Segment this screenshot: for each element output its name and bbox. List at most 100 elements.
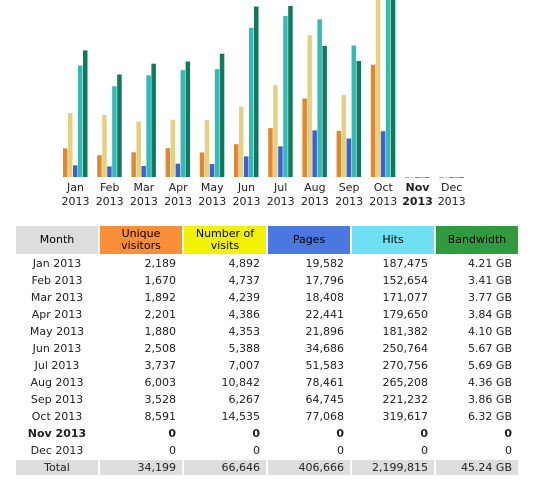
month-cell: May 2013 xyxy=(29,325,85,338)
bar xyxy=(415,177,420,178)
header-row: Month Unique visitors Number of visits Pag… xyxy=(16,226,518,254)
bar xyxy=(107,166,112,177)
bar xyxy=(185,61,191,177)
x-tick-label: 2013 xyxy=(267,195,295,208)
month-cell: Apr 2013 xyxy=(31,308,83,321)
bar xyxy=(312,130,317,177)
value-cell: 3.77 GB xyxy=(467,291,512,304)
x-tick-label: 2013 xyxy=(369,195,397,208)
bar xyxy=(380,131,386,177)
bar xyxy=(239,106,244,177)
x-tick-label: 2013 xyxy=(62,195,90,208)
data-table: Month Unique visitors Number of visits Pag… xyxy=(14,224,520,477)
bar xyxy=(390,0,396,177)
table-row: Aug 2013 6,003 10,842 78,461 265,208 4.36 GB xyxy=(16,375,518,390)
x-tick-label: Feb xyxy=(100,181,119,194)
value-cell: 3,528 xyxy=(144,393,177,406)
x-tick-label: Sep xyxy=(339,181,360,194)
value-cell: 181,382 xyxy=(382,325,429,338)
bar xyxy=(199,152,205,177)
bar xyxy=(420,177,425,178)
value-cell: 10,842 xyxy=(221,376,261,389)
value-cell: 4.21 GB xyxy=(467,257,512,270)
bar xyxy=(102,115,107,177)
value-cell: 265,208 xyxy=(382,376,429,389)
value-cell: 4.36 GB xyxy=(467,376,512,389)
bar xyxy=(341,95,347,177)
bar xyxy=(307,35,312,178)
value-cell: 3.86 GB xyxy=(467,393,512,406)
bar xyxy=(351,45,357,177)
bar xyxy=(117,74,122,177)
table-row: Jun 2013 2,508 5,388 34,686 250,764 5.67 GB xyxy=(16,341,518,356)
header-cell: Pages xyxy=(268,226,350,254)
value-cell: 5.69 GB xyxy=(467,359,512,372)
month-cell: Jul 2013 xyxy=(34,359,80,372)
bar xyxy=(244,156,249,177)
value-cell: 19,582 xyxy=(305,257,345,270)
value-cell: 4,892 xyxy=(228,257,261,270)
x-tick-label: Aug xyxy=(304,181,325,194)
x-tick-label: 2013 xyxy=(301,195,329,208)
bar xyxy=(254,6,259,178)
value-cell: 2,201 xyxy=(144,308,177,321)
value-cell: 250,764 xyxy=(382,342,429,355)
value-cell: 5,388 xyxy=(228,342,261,355)
bar xyxy=(444,177,449,178)
bar xyxy=(209,163,215,177)
value-cell: 1,670 xyxy=(144,274,177,287)
bar xyxy=(112,86,117,177)
value-cell: 179,650 xyxy=(382,308,429,321)
chart: Jan2013Feb2013Mar2013Apr2013May2013Jun20… xyxy=(62,0,466,208)
value-cell: 0 xyxy=(336,427,344,440)
table-row: Jul 2013 3,737 7,007 51,583 270,756 5.69 GB xyxy=(16,358,518,373)
value-cell: 270,756 xyxy=(382,359,429,372)
value-cell: 221,232 xyxy=(382,393,429,406)
total-cell: 34,199 xyxy=(100,460,182,475)
bar xyxy=(219,53,225,177)
month-cell: Nov 2013 xyxy=(27,427,87,440)
value-cell: 64,745 xyxy=(305,393,345,406)
bar xyxy=(141,166,146,177)
table-row: May 2013 1,880 4,353 21,896 181,382 4.10 GB xyxy=(16,324,518,339)
bar xyxy=(288,5,293,177)
value-cell: 18,408 xyxy=(305,291,345,304)
x-tick-label: Nov xyxy=(406,181,431,194)
total-row: Total 34,199 66,646 406,666 2,199,815 45.24 G… xyxy=(16,460,518,475)
bar xyxy=(336,130,342,177)
month-cell: Mar 2013 xyxy=(30,291,84,304)
bar xyxy=(83,50,88,177)
table-row: Apr 2013 2,201 4,386 22,441 179,650 3.84 GB xyxy=(16,307,518,322)
bar xyxy=(425,177,430,178)
x-tick-label: 2013 xyxy=(438,195,466,208)
value-cell: 0 xyxy=(169,444,176,457)
bar xyxy=(449,177,454,178)
bar xyxy=(78,65,83,177)
table-row: Mar 2013 1,892 4,239 18,408 171,077 3.77 GB xyxy=(16,290,518,305)
value-cell: 0 xyxy=(253,444,260,457)
bar xyxy=(68,113,73,177)
value-cell: 1,880 xyxy=(144,325,177,338)
value-cell: 17,796 xyxy=(305,274,345,287)
value-cell: 7,007 xyxy=(228,359,261,372)
table-row: Dec 2013 0 0 0 0 0 xyxy=(16,443,518,458)
bar xyxy=(459,177,464,178)
value-cell: 171,077 xyxy=(382,291,429,304)
x-tick-label: 2013 xyxy=(402,195,433,208)
header-cell: Number of visits xyxy=(184,226,266,254)
value-cell: 4.10 GB xyxy=(467,325,512,338)
bar xyxy=(268,128,273,177)
value-cell: 187,475 xyxy=(382,257,429,270)
bar xyxy=(346,138,352,177)
x-tick-label: Jun xyxy=(237,181,255,194)
bar xyxy=(273,85,278,177)
x-tick-label: 2013 xyxy=(335,195,363,208)
month-cell: Sep 2013 xyxy=(30,393,84,406)
header-cell: Month xyxy=(16,226,98,254)
bar xyxy=(278,146,283,177)
value-cell: 3.84 GB xyxy=(467,308,512,321)
value-cell: 51,583 xyxy=(305,359,345,372)
total-cell: 406,666 xyxy=(268,460,350,475)
bar xyxy=(302,98,307,177)
